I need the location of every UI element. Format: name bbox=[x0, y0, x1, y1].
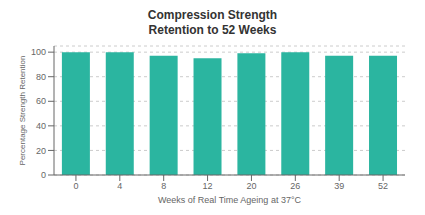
svg-text:4: 4 bbox=[117, 181, 122, 191]
html-text:Compression Strength: Compression Strength bbox=[147, 8, 278, 22]
svg-text:26: 26 bbox=[290, 181, 300, 191]
svg-text:Weeks of Real Time Ageing at 3: Weeks of Real Time Ageing at 37°C bbox=[158, 195, 302, 205]
svg-text:12: 12 bbox=[203, 181, 213, 191]
svg-text:52: 52 bbox=[378, 181, 388, 191]
svg-text:100: 100 bbox=[31, 47, 46, 57]
html-text:Retention to 52 Weeks: Retention to 52 Weeks bbox=[148, 23, 277, 37]
svg-text:0: 0 bbox=[73, 181, 78, 191]
svg-text:8: 8 bbox=[161, 181, 166, 191]
svg-text:20: 20 bbox=[36, 146, 46, 156]
svg-text:39: 39 bbox=[334, 181, 344, 191]
svg-text:Percentage Strength Retention: Percentage Strength Retention bbox=[18, 56, 27, 166]
svg-text:80: 80 bbox=[36, 72, 46, 82]
svg-text:40: 40 bbox=[36, 121, 46, 131]
svg-text:0: 0 bbox=[41, 170, 46, 180]
svg-text:20: 20 bbox=[246, 181, 256, 191]
svg-text:60: 60 bbox=[36, 96, 46, 106]
